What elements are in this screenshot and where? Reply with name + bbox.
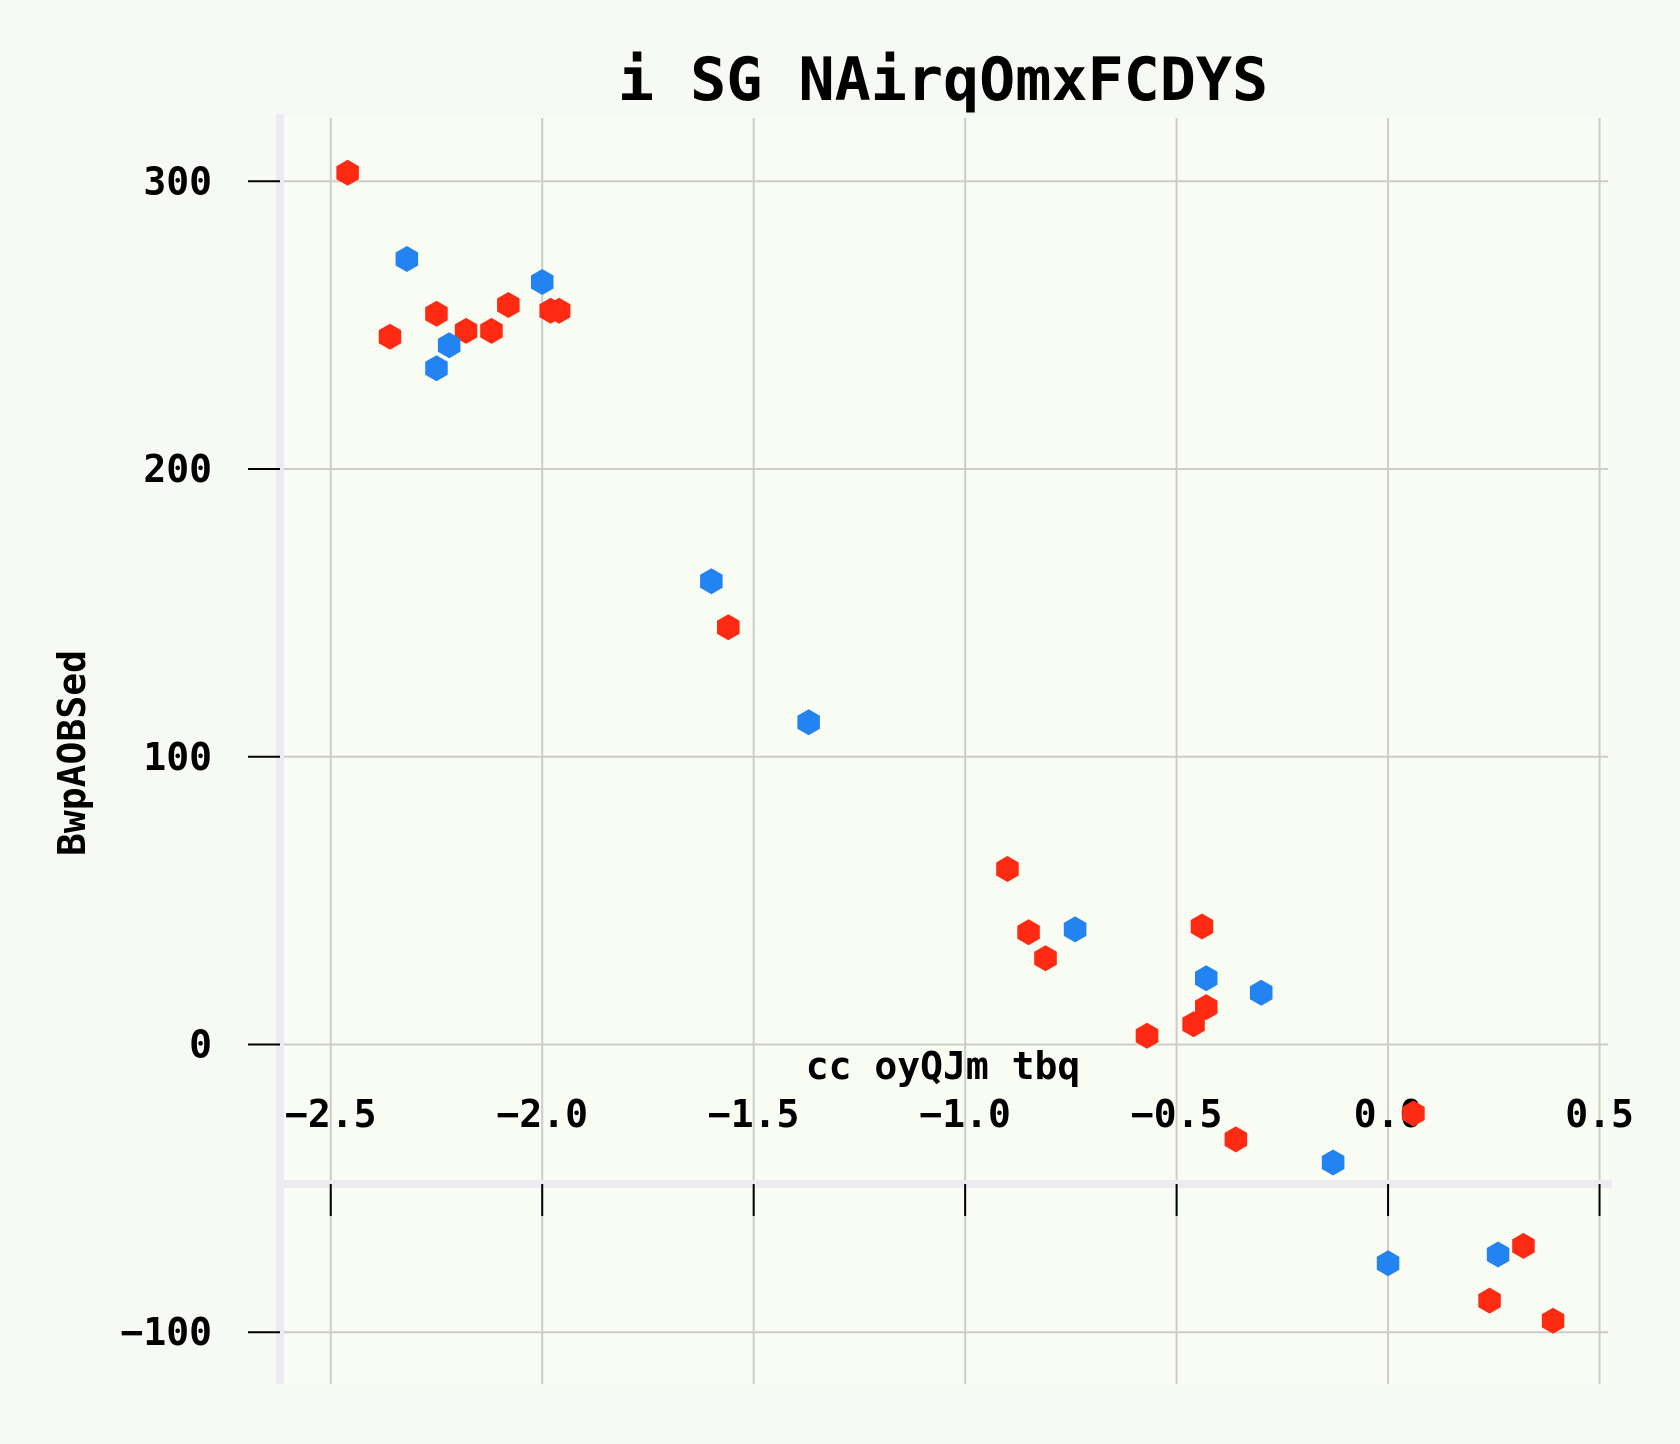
data-point-series-1 <box>1195 994 1218 1021</box>
data-point-series-2 <box>425 355 448 382</box>
y-tick-label: 300 <box>143 159 212 203</box>
data-point-series-1 <box>547 297 571 324</box>
x-tick-label: −1.5 <box>708 1092 800 1136</box>
data-point-series-1 <box>454 317 478 344</box>
x-axis-label: cc oyQJm tbq <box>806 1044 1081 1088</box>
data-point-series-1 <box>1034 945 1057 972</box>
data-point-series-2 <box>531 269 554 295</box>
data-point-series-2 <box>1321 1149 1345 1176</box>
data-point-series-1 <box>480 317 503 344</box>
y-tick-label: 0 <box>189 1022 212 1066</box>
data-point-series-1 <box>1512 1232 1535 1259</box>
x-tick-label: −2.5 <box>285 1092 377 1136</box>
data-point-series-1 <box>1478 1287 1501 1314</box>
data-point-series-2 <box>1486 1241 1510 1268</box>
data-point-series-2 <box>437 332 461 359</box>
data-point-series-1 <box>1541 1307 1565 1334</box>
x-tick-label: −2.0 <box>496 1092 588 1136</box>
y-tick-label: 200 <box>143 447 212 491</box>
plot-area <box>280 118 1608 1384</box>
x-tick-label: 0.5 <box>1565 1092 1634 1136</box>
y-tick-label: 100 <box>143 735 212 779</box>
data-point-series-2 <box>1063 916 1087 943</box>
data-point-series-2 <box>1249 979 1273 1006</box>
data-point-series-2 <box>700 568 723 595</box>
data-point-series-2 <box>1376 1250 1400 1277</box>
data-point-series-2 <box>395 246 419 272</box>
data-point-series-2 <box>797 709 820 736</box>
data-point-series-1 <box>717 614 740 641</box>
x-tick-label: −1.0 <box>919 1092 1011 1136</box>
y-axis-label: BwpAOBSed <box>50 650 94 856</box>
data-point-series-1 <box>378 323 402 350</box>
data-point-series-2 <box>1195 965 1218 992</box>
data-point-series-1 <box>1224 1126 1248 1153</box>
data-point-series-1 <box>1017 919 1040 946</box>
data-point-series-1 <box>1402 1100 1425 1127</box>
data-point-series-1 <box>336 159 359 186</box>
data-point-series-1 <box>1135 1022 1159 1049</box>
x-tick-label: −0.5 <box>1131 1092 1223 1136</box>
data-point-series-1 <box>497 292 520 318</box>
data-point-series-1 <box>1190 913 1214 940</box>
y-tick-label: −100 <box>120 1310 212 1354</box>
data-point-series-1 <box>1182 1011 1205 1038</box>
data-point-series-1 <box>996 856 1019 882</box>
data-point-series-1 <box>425 300 448 327</box>
chart-title: i SG NAirqOmxFCDYS <box>618 45 1268 115</box>
